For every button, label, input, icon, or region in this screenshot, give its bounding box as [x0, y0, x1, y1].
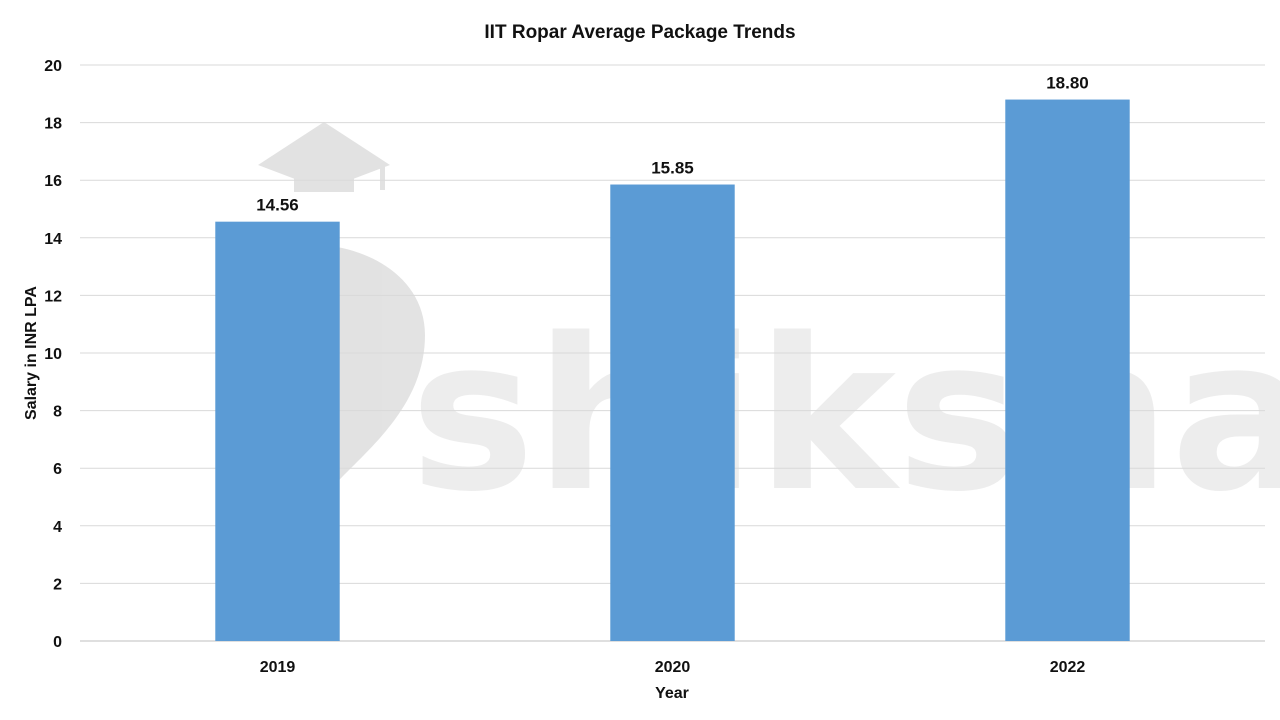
- y-tick-label: 20: [44, 58, 62, 75]
- y-tick-label: 0: [53, 634, 62, 651]
- bar-2020: [610, 184, 735, 641]
- y-tick-label: 6: [53, 461, 62, 478]
- chart-title: IIT Ropar Average Package Trends: [484, 22, 795, 43]
- x-tick-label: 2019: [260, 659, 296, 676]
- y-tick-label: 18: [44, 116, 62, 133]
- bar-2022: [1005, 99, 1130, 641]
- y-axis-title: Salary in INR LPA: [23, 286, 40, 420]
- y-tick-label: 14: [44, 231, 62, 248]
- watermark-text: shiksha: [410, 293, 1280, 538]
- bars: [215, 99, 1130, 641]
- data-labels: 14.56 15.85 18.80: [256, 74, 1089, 215]
- bar-2019: [215, 221, 340, 641]
- x-axis-title: Year: [655, 685, 689, 702]
- y-tick-label: 4: [53, 519, 62, 536]
- x-tick-label: 2020: [655, 659, 691, 676]
- x-tick-label: 2022: [1050, 659, 1086, 676]
- y-tick-label: 12: [44, 288, 62, 305]
- y-tick-label: 2: [53, 576, 62, 593]
- y-axis-ticks: 0 2 4 6 8 10 12 14 16 18 20: [44, 58, 62, 651]
- y-tick-label: 10: [44, 346, 62, 363]
- x-axis-ticks: 2019 2020 2022: [260, 659, 1086, 676]
- data-label-2019: 14.56: [256, 196, 299, 215]
- data-label-2022: 18.80: [1046, 74, 1089, 93]
- y-tick-label: 8: [53, 404, 62, 421]
- data-label-2020: 15.85: [651, 159, 694, 178]
- y-tick-label: 16: [44, 173, 62, 190]
